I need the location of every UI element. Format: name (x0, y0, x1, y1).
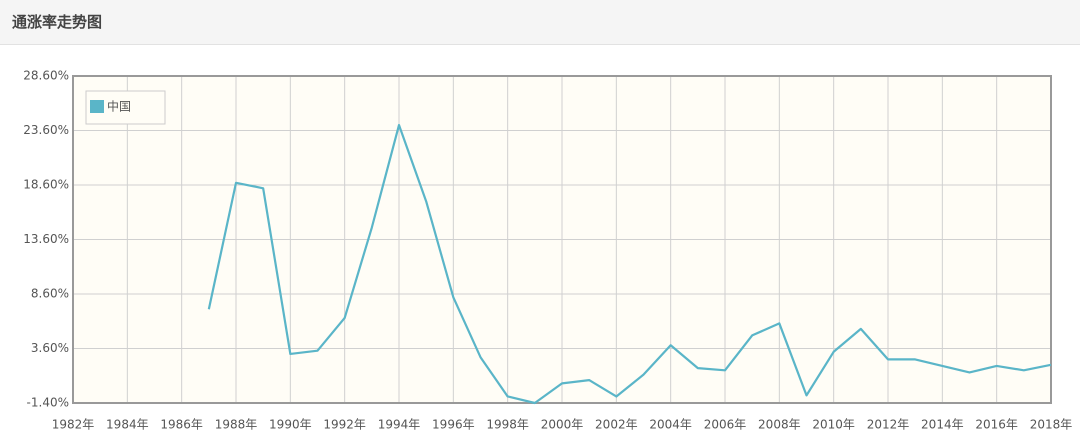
x-tick-label: 2014年 (921, 418, 964, 432)
x-tick-label: 2006年 (704, 418, 747, 432)
x-tick-label: 2016年 (975, 418, 1018, 432)
legend-label: 中国 (107, 99, 131, 114)
x-tick-label: 2000年 (541, 418, 584, 432)
y-tick-label: 18.60% (23, 178, 69, 192)
x-tick-label: 2012年 (867, 418, 910, 432)
series-line (207, 123, 1052, 405)
y-tick-label: 3.60% (31, 341, 69, 355)
header: 通涨率走势图 (0, 0, 1080, 45)
x-tick-label: 2008年 (758, 418, 801, 432)
x-tick-label: 2018年 (1030, 418, 1073, 432)
x-tick-label: 1982年 (52, 418, 95, 432)
x-tick-label: 1996年 (432, 418, 475, 432)
x-tick-label: 2002年 (595, 418, 638, 432)
y-tick-label: -1.40% (27, 396, 69, 410)
y-tick-label: 23.60% (23, 123, 69, 137)
x-tick-label: 1994年 (378, 418, 421, 432)
y-tick-label: 13.60% (23, 232, 69, 246)
x-tick-label: 2010年 (812, 418, 855, 432)
x-tick-label: 1992年 (323, 418, 366, 432)
legend-swatch (90, 100, 104, 113)
x-tick-label: 1990年 (269, 418, 312, 432)
x-tick-label: 1984年 (106, 418, 149, 432)
chart-title: 通涨率走势图 (12, 13, 103, 31)
x-tick-label: 1998年 (486, 418, 529, 432)
y-tick-label: 8.60% (31, 287, 69, 301)
x-tick-label: 2004年 (649, 418, 692, 432)
y-tick-label: 28.60% (23, 69, 69, 83)
plot-border (72, 75, 1052, 404)
x-tick-label: 1986年 (160, 418, 203, 432)
x-tick-label: 1988年 (215, 418, 258, 432)
